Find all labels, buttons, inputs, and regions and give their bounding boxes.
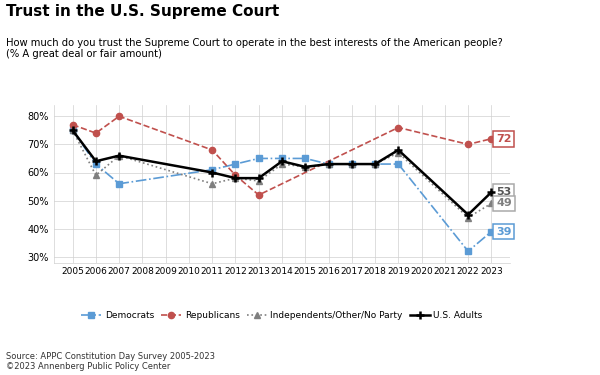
- Legend: Democrats, Republicans, Independents/Other/No Party, U.S. Adults: Democrats, Republicans, Independents/Oth…: [82, 311, 482, 320]
- Text: 72: 72: [496, 134, 512, 144]
- Text: Trust in the U.S. Supreme Court: Trust in the U.S. Supreme Court: [6, 4, 279, 19]
- Text: 53: 53: [496, 187, 511, 197]
- Text: Source: APPC Constitution Day Survey 2005-2023
©2023 Annenberg Public Policy Cen: Source: APPC Constitution Day Survey 200…: [6, 352, 215, 371]
- Text: How much do you trust the Supreme Court to operate in the best interests of the : How much do you trust the Supreme Court …: [6, 38, 503, 59]
- Text: 49: 49: [496, 198, 512, 208]
- Text: 39: 39: [496, 226, 512, 237]
